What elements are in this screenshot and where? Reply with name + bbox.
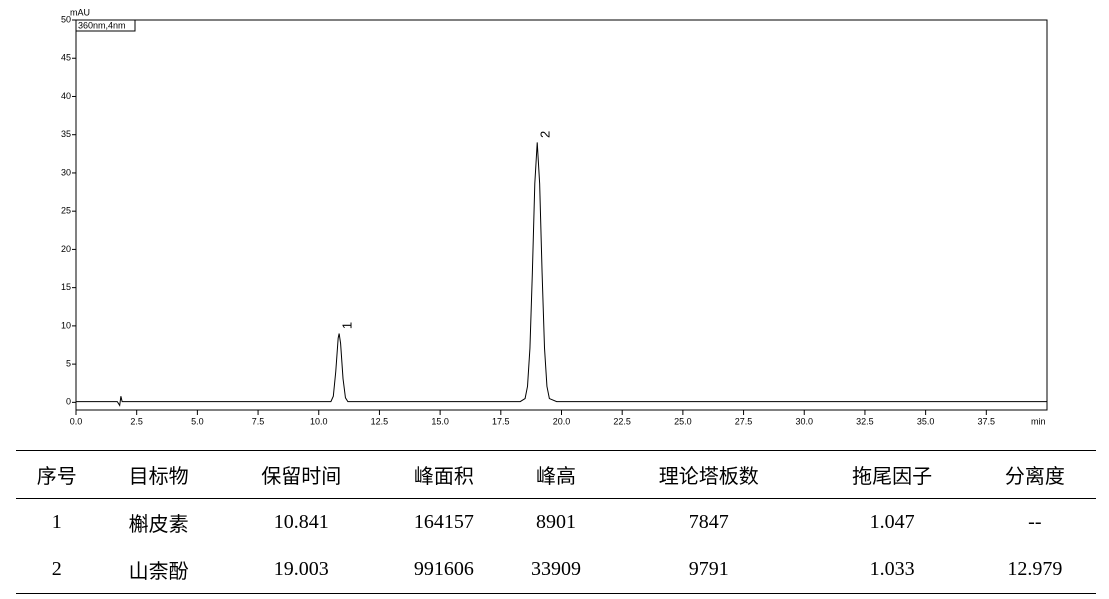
y-tick-label: 50 — [61, 14, 71, 24]
peak-label: 2 — [538, 131, 553, 138]
header-cell: 目标物 — [97, 450, 220, 499]
x-tick-label: 20.0 — [553, 416, 571, 426]
table-cell: -- — [1028, 511, 1042, 533]
table-cell: 槲皮素 — [128, 514, 189, 536]
header-cell: 序号 — [16, 450, 98, 499]
table-cell: 12.979 — [1007, 558, 1063, 580]
table-cell: 1.047 — [869, 511, 915, 533]
y-axis-label: mAU — [70, 7, 90, 17]
x-tick-label: 7.5 — [252, 416, 265, 426]
x-tick-label: 37.5 — [978, 416, 996, 426]
y-tick-label: 40 — [61, 91, 71, 101]
x-tick-label: 35.0 — [917, 416, 935, 426]
table-cell: 19.003 — [273, 558, 329, 580]
legend-box — [75, 19, 136, 32]
header-cell: 峰面积 — [382, 450, 506, 499]
plot-frame — [75, 19, 1048, 411]
table-row: 1 槲皮素 10.841 164157 8901 7847 1.047 -- — [16, 499, 1096, 547]
table-cell: 7847 — [688, 511, 729, 533]
chromatogram-line — [76, 142, 1047, 407]
y-tick-label: 45 — [61, 53, 71, 63]
x-axis-label: min — [1031, 416, 1046, 426]
table-cell: 164157 — [413, 511, 474, 533]
table-cell: 1.033 — [869, 558, 915, 580]
table-cell: 山柰酚 — [128, 561, 189, 583]
x-tick-label: 15.0 — [431, 416, 449, 426]
table-cell: 991606 — [413, 558, 474, 580]
x-tick-label: 2.5 — [130, 416, 143, 426]
table-cell: 33909 — [530, 558, 581, 580]
chart: mAU 360nm,4nm min 0 5 10 15 20 25 30 35 40 45 50 0.… — [61, 7, 1048, 426]
x-tick-label: 25.0 — [674, 416, 692, 426]
table-row: 2 山柰酚 19.003 991606 33909 9791 1.033 12.979 — [16, 546, 1096, 594]
header-cell: 分离度 — [973, 450, 1096, 499]
x-tick-label: 17.5 — [492, 416, 510, 426]
table-cell: 2 — [51, 558, 62, 580]
y-tick-label: 0 — [66, 397, 71, 407]
header-cell: 保留时间 — [219, 450, 383, 499]
x-tick-label: 12.5 — [371, 416, 389, 426]
x-tick-label: 27.5 — [735, 416, 753, 426]
x-tick-label: 10.0 — [310, 416, 328, 426]
header-cell: 峰高 — [505, 450, 607, 499]
y-tick-label: 35 — [61, 129, 71, 139]
x-tick-label: 5.0 — [191, 416, 204, 426]
y-tick-label: 10 — [61, 320, 71, 330]
peak-label: 1 — [340, 322, 355, 329]
x-tick-label: 30.0 — [795, 416, 813, 426]
header-row: 序号 目标物 保留时间 峰面积 峰高 理论塔板数 拖尾因子 分离度 — [16, 450, 1096, 499]
table-cell: 8901 — [535, 511, 576, 533]
x-tick-label: 0.0 — [70, 416, 83, 426]
table-cell: 10.841 — [273, 511, 329, 533]
header-cell: 理论塔板数 — [606, 450, 811, 499]
table-cell: 9791 — [688, 558, 729, 580]
y-tick-label: 25 — [61, 206, 71, 216]
table-cell: 1 — [51, 511, 62, 533]
x-tick-label: 32.5 — [856, 416, 874, 426]
y-tick-label: 30 — [61, 167, 71, 177]
legend-text: 360nm,4nm — [78, 20, 126, 30]
x-tick-label: 22.5 — [613, 416, 631, 426]
results-table: 序号 目标物 保留时间 峰面积 峰高 理论塔板数 拖尾因子 分离度 1 槲皮素 10.841 164… — [16, 450, 1096, 594]
header-cell: 拖尾因子 — [810, 450, 974, 499]
y-tick-label: 5 — [66, 358, 71, 368]
y-tick-label: 15 — [61, 282, 71, 292]
y-tick-label: 20 — [61, 244, 71, 254]
